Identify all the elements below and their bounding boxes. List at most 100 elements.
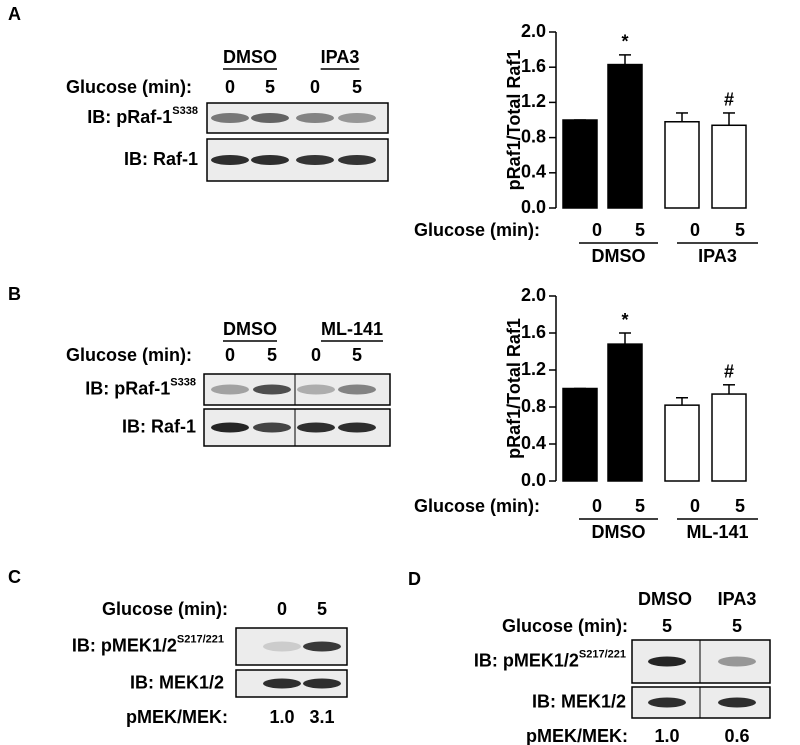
row-sup: S338: [170, 376, 196, 388]
condition-label: DMSO: [638, 589, 692, 609]
band: [263, 641, 301, 652]
band: [338, 422, 376, 433]
bar: [711, 124, 747, 209]
band: [211, 384, 249, 395]
glucose-value: 0: [310, 77, 320, 97]
row-text: IB: Raf-1: [122, 416, 196, 436]
condition-label: DMSO: [223, 319, 277, 339]
x-axis-label: Glucose (min):: [414, 220, 540, 240]
glucose-label: Glucose (min):: [502, 616, 628, 636]
glucose-value: 5: [662, 616, 672, 636]
glucose-value: 5: [317, 599, 327, 619]
bar: [562, 119, 598, 209]
significance-mark: *: [621, 310, 628, 330]
band: [296, 113, 334, 123]
band: [263, 678, 301, 689]
glucose-value: 0: [277, 599, 287, 619]
glucose-label: Glucose (min):: [66, 345, 192, 365]
ratio-value: 0.6: [724, 726, 749, 745]
y-axis-label: pRaf1/Total Raf1: [504, 318, 524, 459]
band: [648, 656, 686, 667]
row-label: IB: Raf-1: [124, 149, 198, 169]
band: [251, 113, 289, 123]
row-text: IB: pRaf-1: [85, 378, 170, 398]
glucose-label: Glucose (min):: [102, 599, 228, 619]
x-tick-label: 5: [635, 220, 645, 240]
y-tick-label: 2.0: [521, 285, 546, 305]
ratio-label: pMEK/MEK:: [526, 726, 628, 745]
band: [251, 155, 289, 165]
row-label: IB: pMEK1/2S217/221: [72, 633, 224, 655]
condition-label: DMSO: [223, 47, 277, 67]
x-tick-label: 0: [690, 220, 700, 240]
x-tick-label: 0: [592, 496, 602, 516]
band: [648, 697, 686, 708]
x-tick-label: 5: [735, 496, 745, 516]
bar: [607, 343, 643, 482]
band: [211, 155, 249, 165]
group-label: IPA3: [698, 246, 737, 266]
x-tick-label: 5: [635, 496, 645, 516]
ratio-label: pMEK/MEK:: [126, 707, 228, 727]
y-tick-label: 2.0: [521, 21, 546, 41]
condition-label: ML-141: [321, 319, 383, 339]
ratio-value: 3.1: [309, 707, 334, 727]
y-tick-label: 1.6: [521, 322, 546, 342]
panel-label: B: [8, 284, 21, 304]
glucose-value: 5: [352, 345, 362, 365]
bar: [711, 393, 747, 482]
row-label: IB: Raf-1: [122, 416, 196, 436]
panel-label: D: [408, 569, 421, 589]
condition-label: IPA3: [718, 589, 757, 609]
y-tick-label: 0.4: [521, 162, 546, 182]
row-text: IB: pMEK1/2: [474, 650, 579, 670]
row-sup: S217/221: [579, 648, 626, 660]
glucose-value: 5: [267, 345, 277, 365]
band: [718, 656, 756, 667]
y-tick-label: 1.2: [521, 359, 546, 379]
y-axis-label: pRaf1/Total Raf1: [504, 50, 524, 191]
significance-mark: #: [724, 90, 734, 110]
row-label: IB: pRaf-1S338: [85, 376, 196, 398]
band: [338, 155, 376, 165]
x-tick-label: 0: [592, 220, 602, 240]
glucose-value: 5: [265, 77, 275, 97]
band: [303, 641, 341, 652]
y-tick-label: 0.0: [521, 197, 546, 217]
band: [303, 678, 341, 689]
group-label: DMSO: [592, 246, 646, 266]
x-tick-label: 0: [690, 496, 700, 516]
condition-label: IPA3: [321, 47, 360, 67]
glucose-value: 0: [311, 345, 321, 365]
group-label: DMSO: [592, 522, 646, 542]
glucose-label: Glucose (min):: [66, 77, 192, 97]
row-text: IB: MEK1/2: [532, 691, 626, 711]
row-text: IB: MEK1/2: [130, 672, 224, 692]
bar: [607, 63, 643, 209]
row-sup: S217/221: [177, 633, 224, 645]
ratio-value: 1.0: [269, 707, 294, 727]
band: [297, 422, 335, 433]
y-tick-label: 0.0: [521, 470, 546, 490]
band: [338, 113, 376, 123]
glucose-value: 5: [732, 616, 742, 636]
glucose-value: 5: [352, 77, 362, 97]
significance-mark: *: [621, 32, 628, 52]
band: [338, 384, 376, 395]
row-label: IB: MEK1/2: [130, 672, 224, 692]
y-tick-label: 0.8: [521, 126, 546, 146]
row-text: IB: pRaf-1: [87, 107, 172, 127]
group-label: ML-141: [686, 522, 748, 542]
row-label: IB: pRaf-1S338: [87, 105, 198, 127]
panel-label: C: [8, 567, 21, 587]
panel-label: A: [8, 4, 21, 24]
band: [211, 422, 249, 433]
band: [253, 384, 291, 395]
row-sup: S338: [172, 105, 198, 117]
glucose-value: 0: [225, 77, 235, 97]
row-text: IB: pMEK1/2: [72, 635, 177, 655]
row-label: IB: pMEK1/2S217/221: [474, 648, 626, 670]
bar: [664, 404, 700, 482]
band: [718, 697, 756, 708]
